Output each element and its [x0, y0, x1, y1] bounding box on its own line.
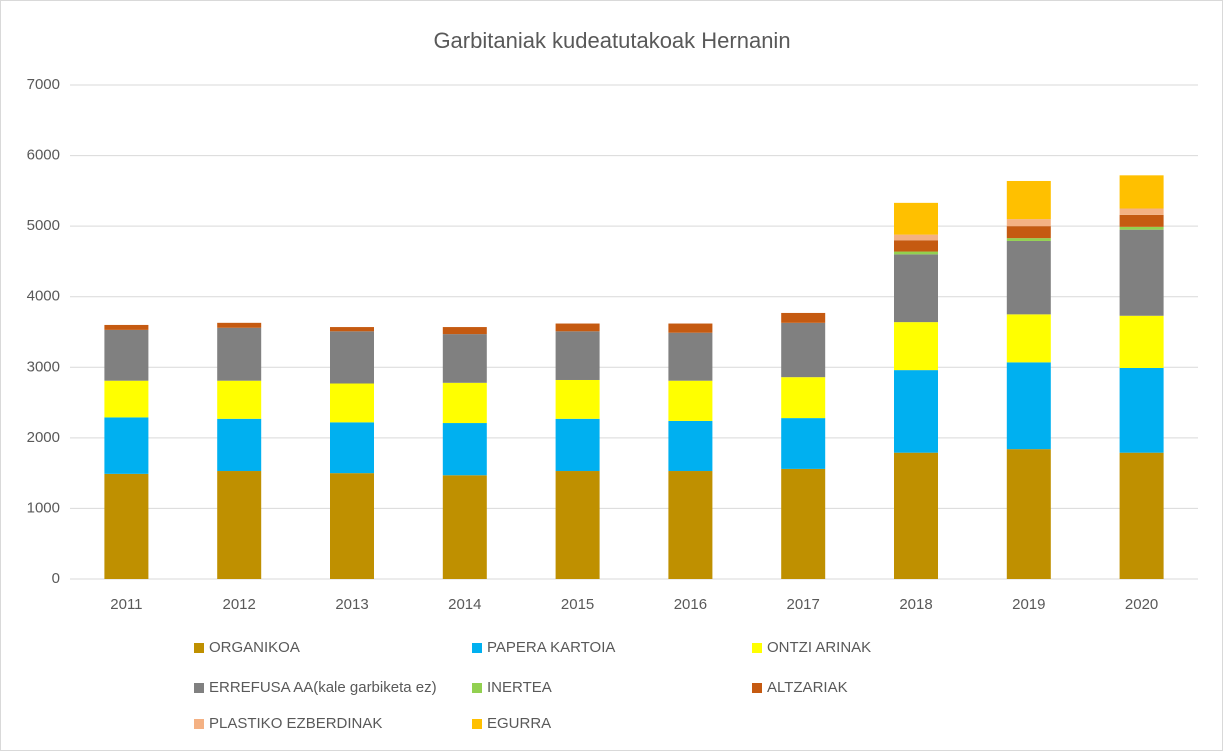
bar-segment: [781, 312, 826, 323]
bar-segment: [104, 329, 149, 381]
bar-segment: [104, 473, 149, 579]
bar-segment: [555, 331, 600, 380]
bar-segment: [330, 422, 374, 474]
bar-segment: [894, 370, 938, 453]
legend-label: EGURRA: [487, 715, 551, 732]
bar-segment: [894, 202, 938, 235]
bar-segment: [442, 382, 487, 424]
bar-segment: [668, 471, 713, 579]
bar-segment: [104, 380, 149, 418]
bar-segment: [894, 452, 938, 579]
legend-swatch: [472, 643, 482, 653]
bar-segment: [330, 383, 374, 423]
bar-segment: [1119, 175, 1164, 209]
y-tick-label: 5000: [27, 217, 60, 234]
legend-swatch: [472, 719, 482, 729]
y-tick-label: 2000: [27, 429, 60, 446]
bar-segment: [217, 418, 262, 472]
bar-segment: [894, 254, 938, 323]
bar-segment: [1119, 226, 1164, 230]
x-tick-label: 2017: [787, 596, 820, 613]
bar-segment: [555, 471, 600, 579]
legend-label: PAPERA KARTOIA: [487, 639, 615, 656]
x-tick-label: 2015: [561, 596, 594, 613]
x-tick-label: 2012: [223, 596, 256, 613]
bar-segment: [217, 380, 262, 419]
x-tick-label: 2011: [110, 596, 142, 613]
y-tick-label: 1000: [27, 499, 60, 516]
legend-swatch: [194, 719, 204, 729]
bar-segment: [1006, 362, 1051, 450]
bar-segment: [442, 334, 487, 383]
bar-segment: [894, 234, 938, 241]
bar-segment: [894, 251, 938, 255]
bar-segment: [330, 327, 374, 332]
bar-segment: [442, 475, 487, 579]
bar-segment: [555, 323, 600, 332]
y-tick-label: 7000: [27, 76, 60, 93]
legend-label: ONTZI ARINAK: [767, 639, 871, 656]
bar-segment: [1119, 214, 1164, 227]
bar-segment: [555, 379, 600, 419]
x-tick-label: 2018: [899, 596, 932, 613]
x-tick-label: 2020: [1125, 596, 1158, 613]
x-tick-label: 2013: [335, 596, 368, 613]
bar-segment: [1119, 229, 1164, 316]
legend-label: ALTZARIAK: [767, 679, 848, 696]
bar-segment: [104, 417, 149, 474]
legend-label: PLASTIKO EZBERDINAK: [209, 715, 382, 732]
x-tick-label: 2016: [674, 596, 707, 613]
bar-segment: [442, 423, 487, 476]
chart-title: Garbitaniak kudeatutakoak Hernanin: [433, 28, 790, 53]
y-tick-label: 6000: [27, 147, 60, 164]
bar-segment: [217, 327, 262, 381]
bar-segment: [781, 322, 826, 378]
bar-segment: [894, 240, 938, 252]
bar-segment: [781, 377, 826, 419]
y-tick-label: 0: [52, 570, 60, 587]
bar-segment: [1006, 180, 1051, 220]
bar-segment: [1006, 238, 1051, 241]
bar-segment: [1006, 240, 1051, 315]
legend-swatch: [194, 643, 204, 653]
bar-segment: [781, 418, 826, 469]
bar-segment: [1119, 367, 1164, 453]
legend-swatch: [752, 643, 762, 653]
y-tick-label: 3000: [27, 358, 60, 375]
bar-segment: [1119, 208, 1164, 215]
y-tick-label: 4000: [27, 288, 60, 305]
bar-segment: [668, 420, 713, 472]
bar-segment: [1006, 314, 1051, 363]
bar-segment: [217, 322, 262, 328]
bar-segment: [894, 322, 938, 371]
legend-swatch: [194, 683, 204, 693]
bar-segment: [555, 418, 600, 472]
legend-swatch: [472, 683, 482, 693]
bar-segment: [668, 323, 713, 333]
bar-segment: [781, 468, 826, 579]
bar-segment: [1119, 315, 1164, 368]
bar-segment: [104, 324, 149, 330]
bar-segment: [217, 471, 262, 579]
bar-segment: [330, 331, 374, 384]
legend-swatch: [752, 683, 762, 693]
x-tick-label: 2019: [1012, 596, 1045, 613]
x-tick-label: 2014: [448, 596, 481, 613]
legend-label: ORGANIKOA: [209, 639, 300, 656]
bar-segment: [1006, 219, 1051, 227]
bar-segment: [1006, 226, 1051, 239]
bar-segment: [1006, 449, 1051, 579]
bar-segment: [330, 473, 374, 579]
legend-label: ERREFUSA AA(kale garbiketa ez): [209, 679, 437, 696]
bar-segment: [1119, 452, 1164, 579]
legend-label: INERTEA: [487, 679, 552, 696]
bar-segment: [668, 380, 713, 421]
bar-segment: [668, 332, 713, 381]
bar-segment: [442, 327, 487, 335]
